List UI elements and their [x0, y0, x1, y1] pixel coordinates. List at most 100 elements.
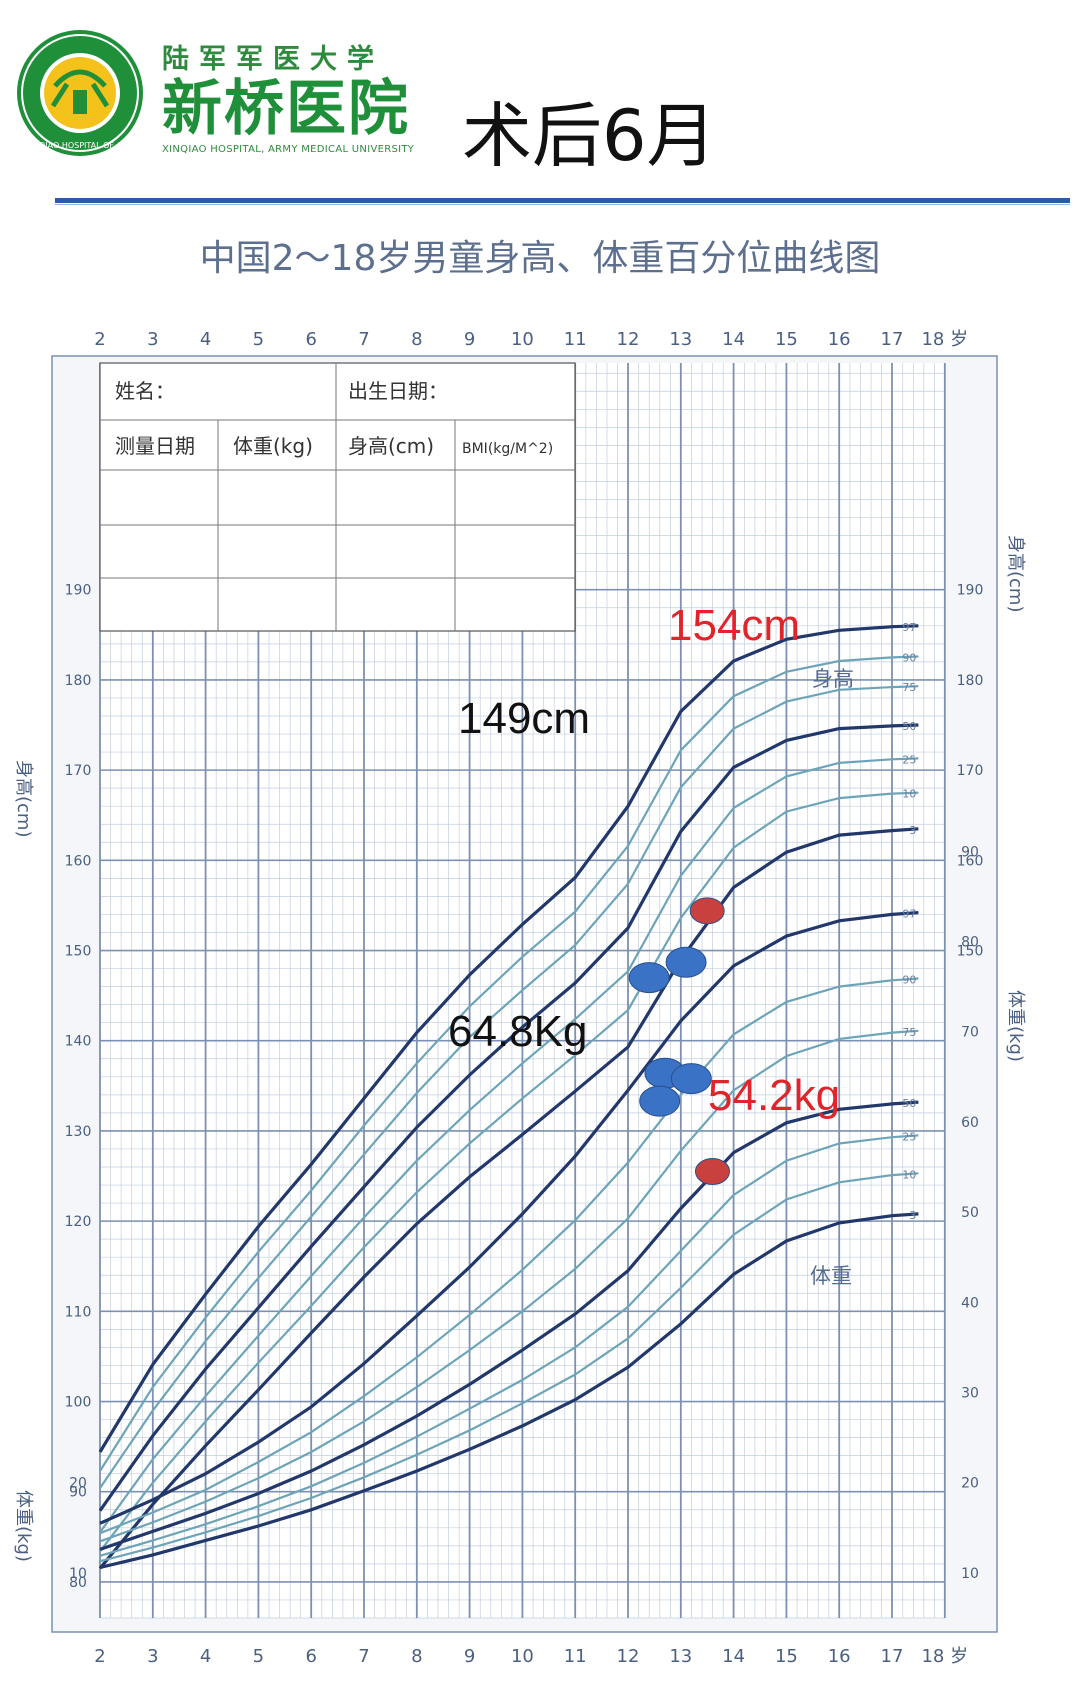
- x-tick-label-top: 14: [722, 329, 745, 350]
- x-tick-label-bottom: 3: [147, 1646, 158, 1667]
- weight-tick-label-right: 50: [961, 1205, 979, 1221]
- percentile-curve-label: 50: [902, 720, 916, 733]
- chart-title: 中国2～18岁男童身高、体重百分位曲线图: [200, 238, 881, 279]
- weight-axis-label-right: 体重(kg): [1005, 990, 1026, 1062]
- percentile-curve-label: 10: [902, 788, 916, 801]
- hospital-logo-icon: XINQIAO HOSPITAL OF AMU: [17, 30, 143, 156]
- percentile-curve-line: [99, 977, 919, 1535]
- x-tick-label-top: 16: [828, 329, 851, 350]
- x-tick-label-bottom: 6: [305, 1646, 316, 1667]
- x-tick-label-top: 11: [564, 329, 587, 350]
- annotations: 154cm 149cm 64.8Kg 54.2kg: [448, 601, 840, 1120]
- x-tick-label-bottom: 12: [617, 1646, 640, 1667]
- percentile-curve-label: 25: [902, 753, 916, 766]
- percentile-curve-line: [98, 723, 919, 1512]
- x-tick-label-bottom: 4: [200, 1646, 211, 1667]
- weight-measurement-point: [670, 1063, 712, 1095]
- percentile-curve-line: [99, 1212, 919, 1570]
- weight-measurement-point: [639, 1085, 681, 1117]
- x-tick-label-bottom: 8: [411, 1646, 422, 1667]
- height-tick-label-left: 180: [65, 673, 92, 689]
- x-tick-label-top: 4: [200, 329, 211, 350]
- x-tick-label-bottom: 13: [669, 1646, 692, 1667]
- x-tick-label-top: 9: [464, 329, 475, 350]
- height-measurement-point: [628, 962, 670, 994]
- table-header-cell: 身高(cm): [348, 434, 434, 458]
- height-measurement-point: [665, 946, 707, 978]
- hospital-name-en: XINQIAO HOSPITAL, ARMY MEDICAL UNIVERSIT…: [162, 144, 415, 155]
- height-tick-label-right: 150: [957, 944, 984, 960]
- height-tick-label-left: 190: [65, 583, 92, 599]
- height-axis-label-left: 身高(cm): [13, 760, 34, 837]
- height-tick-label-left: 80: [69, 1575, 87, 1591]
- table-header-cell: BMI(kg/M^2): [462, 441, 553, 457]
- percentile-curve-label: 75: [902, 681, 916, 694]
- weight-tick-label-right: 60: [961, 1115, 979, 1131]
- height-tick-label-left: 90: [69, 1485, 87, 1501]
- height-measurement-point: [689, 897, 725, 925]
- percentile-curve-line: [99, 791, 919, 1552]
- x-tick-label-top: 6: [305, 329, 316, 350]
- x-tick-label-bottom: 9: [464, 1646, 475, 1667]
- percentile-curve-line: [99, 685, 919, 1489]
- height-tick-label-right: 180: [957, 673, 984, 689]
- weight-axis-label-left: 体重(kg): [13, 1490, 34, 1562]
- annotation-label: 64.8Kg: [448, 1007, 587, 1056]
- x-tick-label-bottom: 11: [564, 1646, 587, 1667]
- percentile-curve-label: 25: [902, 1130, 916, 1143]
- table-header-cell: 体重(kg): [233, 434, 313, 458]
- percentile-curve-label: 90: [902, 973, 916, 986]
- x-tick-label-bottom: 18 岁: [921, 1646, 968, 1667]
- height-tick-label-left: 160: [65, 853, 92, 869]
- annotation-label: 54.2kg: [708, 1071, 840, 1120]
- hospital-name-block: 陆军军医大学 新桥医院 XINQIAO HOSPITAL, ARMY MEDIC…: [162, 45, 422, 157]
- percentile-curve-line: [99, 1172, 919, 1563]
- weight-tick-label-right: 20: [961, 1476, 979, 1492]
- page-title: 术后6月: [462, 95, 717, 177]
- hospital-subtitle: 陆军军医大学: [162, 44, 384, 75]
- percentile-curve-line: [99, 911, 919, 1525]
- x-tick-label-top: 10: [511, 329, 534, 350]
- height-tick-label-right: 160: [957, 853, 984, 869]
- weight-tick-label-right: 90: [961, 844, 979, 860]
- x-tick-label-top: 2: [94, 329, 105, 350]
- header-divider: [55, 198, 1070, 203]
- percentile-curve-line: [99, 1100, 919, 1551]
- percentile-curve-line: [98, 827, 919, 1570]
- weight-tick-label-right: 10: [961, 1566, 979, 1582]
- x-tick-label-bottom: 15: [775, 1646, 798, 1667]
- height-tick-label-left: 130: [65, 1124, 92, 1140]
- header-divider-thin: [55, 204, 1070, 205]
- percentile-curve-line: [99, 757, 919, 1533]
- height-curves-label: 身高: [812, 667, 854, 691]
- percentile-curve-line: [99, 655, 919, 1472]
- x-tick-label-top: 7: [358, 329, 369, 350]
- weight-tick-label-right: 80: [961, 935, 979, 951]
- x-tick-label-bottom: 17: [881, 1646, 904, 1667]
- annotation-label: 149cm: [458, 694, 590, 743]
- weight-tick-label-left: 10: [69, 1566, 87, 1582]
- weight-curves-label: 体重: [810, 1264, 852, 1288]
- x-tick-label-top: 8: [411, 329, 422, 350]
- percentile-curve-label: 97: [902, 621, 916, 634]
- height-tick-label-left: 110: [65, 1304, 92, 1320]
- info-table: 姓名： 出生日期： 测量日期 体重(kg) 身高(cm) BMI(kg/M^2): [99, 362, 576, 632]
- percentile-curve-label: 3: [909, 1209, 916, 1222]
- percentile-curve-label: 97: [902, 908, 916, 921]
- x-tick-label-bottom: 10: [511, 1646, 534, 1667]
- weight-tick-label-right: 70: [961, 1025, 979, 1041]
- x-tick-label-top: 5: [253, 329, 264, 350]
- height-tick-label-right: 190: [957, 583, 984, 599]
- table-birthdate-label: 出生日期：: [348, 379, 448, 403]
- height-tick-label-left: 120: [65, 1214, 92, 1230]
- table-header-cell: 测量日期: [115, 434, 195, 458]
- percentile-curve-line: [99, 1029, 919, 1543]
- percentile-curve-line: [99, 1134, 919, 1557]
- x-tick-label-top: 12: [617, 329, 640, 350]
- weight-tick-label-right: 30: [961, 1386, 979, 1402]
- x-tick-label-bottom: 7: [358, 1646, 369, 1667]
- x-tick-label-top: 17: [881, 329, 904, 350]
- percentile-curve-label: 50: [902, 1097, 916, 1110]
- height-tick-label-right: 170: [957, 763, 984, 779]
